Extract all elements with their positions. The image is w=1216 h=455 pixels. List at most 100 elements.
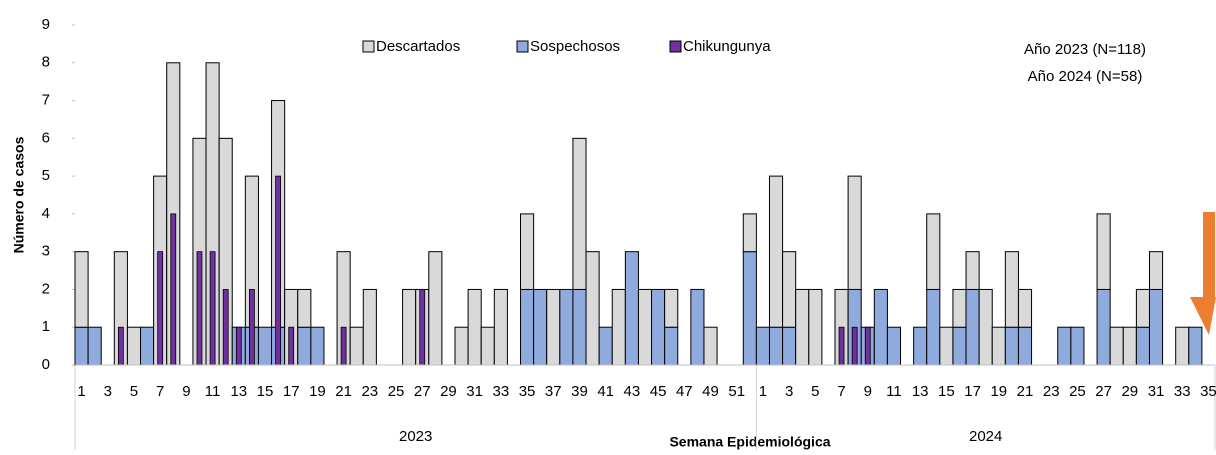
legend-swatch (362, 40, 375, 53)
bar (467, 288, 482, 366)
bar (851, 326, 858, 366)
bar (1148, 251, 1164, 290)
x-tick-label: 5 (811, 383, 819, 400)
bar (297, 288, 312, 328)
x-tick-label: 51 (728, 383, 745, 400)
bar (288, 326, 295, 366)
bar (419, 289, 426, 366)
bar (690, 288, 705, 366)
x-tick-label: 13 (912, 383, 929, 400)
bar (1004, 326, 1019, 366)
bar (572, 137, 587, 290)
group-label: 2023 (399, 428, 432, 445)
bar (768, 326, 784, 366)
x-tick-label: 11 (205, 383, 221, 400)
x-tick-label: 7 (156, 383, 164, 400)
bar (310, 326, 325, 366)
x-tick-label: 13 (230, 383, 247, 400)
x-tick-label: 49 (702, 383, 719, 400)
legend-label: Descartados (376, 38, 460, 55)
bar (454, 326, 469, 366)
bar (349, 326, 364, 366)
bar (598, 326, 613, 366)
bar (1017, 326, 1033, 366)
bar (248, 289, 255, 366)
y-tick-label: 3 (42, 243, 50, 260)
x-tick-label: 17 (283, 383, 300, 400)
x-tick-label: 43 (624, 383, 641, 400)
y-tick-label: 8 (42, 54, 50, 71)
bar (664, 288, 679, 328)
x-tick-label: 19 (309, 383, 326, 400)
x-tick-label: 41 (597, 383, 614, 400)
bar (913, 326, 928, 366)
bar (838, 326, 845, 366)
bar (1188, 326, 1203, 366)
bar (847, 175, 862, 290)
x-tick-label: 33 (493, 383, 510, 400)
x-tick-label: 11 (886, 383, 902, 400)
bar (1017, 288, 1033, 328)
x-tick-label: 17 (964, 383, 981, 400)
x-tick-label: 29 (1121, 383, 1138, 400)
bar (1148, 288, 1164, 366)
bar (939, 326, 954, 366)
bar (196, 251, 203, 366)
y-tick-label: 0 (42, 356, 50, 373)
legend-label: Chikungunya (683, 38, 771, 55)
group-label: 2024 (969, 428, 1002, 445)
y-tick-label: 4 (42, 205, 50, 222)
bar (74, 251, 89, 328)
x-tick-label: 25 (388, 383, 405, 400)
bar (637, 288, 653, 366)
bar (340, 326, 347, 366)
bar (546, 288, 561, 366)
x-tick-label: 35 (1200, 383, 1216, 400)
bar (297, 326, 312, 366)
x-tick-label: 45 (650, 383, 667, 400)
legend-swatch (516, 40, 529, 53)
bar (222, 289, 229, 366)
bar (74, 326, 89, 366)
bar (1135, 326, 1150, 366)
x-tick-label: 7 (837, 383, 845, 400)
x-tick-label: 21 (335, 383, 352, 400)
bar (742, 251, 757, 366)
bar (611, 288, 626, 366)
bar (991, 326, 1006, 366)
x-axis-title: Semana Epidemiológica (669, 434, 830, 450)
x-tick-label: 1 (77, 383, 85, 400)
bar (624, 251, 639, 366)
y-tick-label: 7 (42, 92, 50, 109)
bar (493, 288, 508, 366)
bar (782, 326, 797, 366)
bar (140, 326, 155, 366)
bar (559, 288, 574, 366)
x-tick-label: 15 (257, 383, 274, 400)
legend-swatch (669, 40, 682, 53)
x-tick-label: 29 (440, 383, 457, 400)
bar (926, 213, 941, 290)
bar (795, 288, 810, 366)
bar (117, 326, 124, 366)
x-tick-label: 35 (519, 383, 536, 400)
y-tick-label: 2 (42, 280, 50, 297)
bar (782, 251, 797, 328)
bar (275, 175, 282, 366)
bar (533, 288, 548, 366)
bar (703, 326, 718, 366)
bar (664, 326, 679, 366)
annotation: Año 2023 (N=118) (1024, 41, 1146, 58)
x-tick-label: 37 (545, 383, 562, 400)
x-tick-label: 31 (1148, 383, 1165, 400)
bar (520, 213, 535, 290)
annotation: Año 2024 (N=58) (1028, 68, 1143, 85)
bar (965, 288, 980, 366)
x-tick-label: 19 (990, 383, 1007, 400)
bar (1096, 213, 1111, 290)
bar (965, 251, 980, 290)
x-tick-label: 27 (1095, 383, 1112, 400)
bar (886, 326, 902, 366)
bar (1122, 326, 1137, 366)
x-tick-label: 27 (414, 383, 431, 400)
